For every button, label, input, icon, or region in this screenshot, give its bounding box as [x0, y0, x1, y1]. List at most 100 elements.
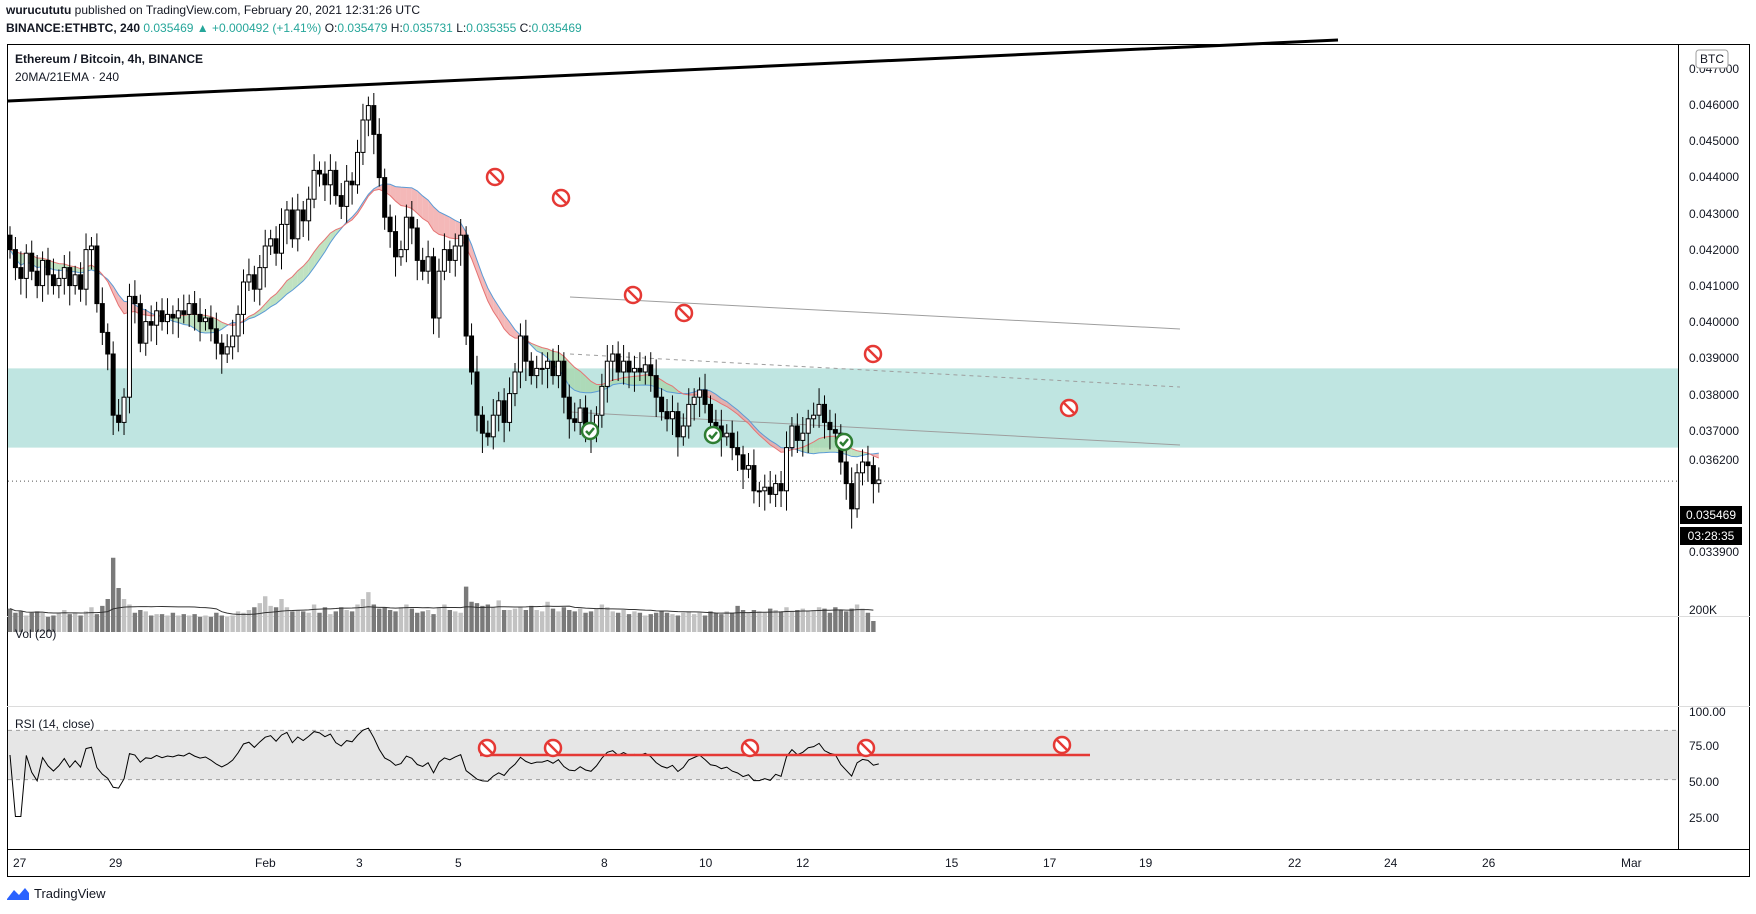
- price-tick-label: 0.045000: [1689, 134, 1739, 148]
- volume-bar: [729, 612, 735, 632]
- ma-ribbon-segment: [547, 348, 553, 365]
- ma-ribbon-segment: [775, 443, 782, 453]
- ma-ribbon-segment: [574, 367, 581, 393]
- volume-ma-line: [9, 605, 874, 615]
- candle-body: [295, 209, 301, 240]
- volume-bar: [860, 608, 865, 632]
- candle-body: [528, 360, 534, 377]
- ma-ribbon-segment: [569, 361, 575, 391]
- candle-body: [50, 274, 56, 287]
- volume-bar: [626, 614, 632, 632]
- volume-bar: [453, 611, 458, 632]
- ma-ribbon-segment: [400, 187, 407, 207]
- price-tick-label: 0.043000: [1689, 207, 1739, 221]
- volume-bar: [561, 607, 567, 632]
- candle-body: [534, 367, 540, 377]
- volume-bar: [605, 607, 610, 632]
- ma-ribbon-segment: [862, 451, 868, 456]
- ma-ribbon-segment: [444, 214, 450, 239]
- volume-tick-label: 200K: [1689, 603, 1717, 617]
- ma-ribbon-segment: [395, 186, 401, 206]
- candle-body: [78, 274, 84, 290]
- volume-bar: [382, 607, 387, 632]
- price-tick-label: 0.042000: [1689, 243, 1739, 257]
- candle-body: [360, 119, 366, 153]
- high-label: H:: [390, 21, 403, 35]
- volume-bar: [13, 612, 18, 632]
- volume-bar: [366, 592, 371, 632]
- publish-text: published on TradingView.com, February 2…: [74, 3, 420, 17]
- candle-body: [642, 364, 648, 373]
- candle-body: [192, 303, 198, 315]
- candle-body: [420, 259, 426, 272]
- volume-bar: [257, 603, 262, 632]
- price-tick-label: 0.044000: [1689, 170, 1739, 184]
- ma-ribbon-segment: [145, 310, 152, 316]
- candle-body: [485, 432, 491, 438]
- volume-bar: [811, 610, 816, 632]
- volume-bar: [550, 608, 556, 632]
- ma-ribbon-segment: [498, 306, 505, 329]
- volume-bar: [349, 611, 355, 632]
- author-name[interactable]: wurucututu: [6, 3, 72, 17]
- volume-bar: [252, 607, 257, 632]
- countdown-tag: 03:28:35: [1688, 529, 1735, 543]
- volume-bar: [762, 612, 767, 632]
- candle-body: [425, 256, 431, 272]
- volume-bar: [615, 612, 621, 632]
- volume-bar: [328, 614, 333, 632]
- volume-bar: [290, 611, 295, 632]
- volume-bar: [795, 610, 800, 632]
- candle-body: [164, 313, 170, 323]
- volume-bar: [447, 610, 453, 632]
- candle-body: [67, 267, 73, 287]
- candle-body: [414, 227, 420, 261]
- candle-body: [23, 252, 29, 279]
- candle-body: [29, 252, 35, 272]
- volume-bar: [148, 615, 154, 632]
- candle-body: [208, 317, 214, 330]
- ma-ribbon-segment: [764, 436, 771, 445]
- candle-body: [805, 418, 811, 434]
- volume-bar: [333, 611, 338, 632]
- candle-body: [300, 209, 306, 222]
- candle-body: [604, 360, 610, 387]
- volume-bar: [110, 557, 116, 632]
- price-tick-label: 0.040000: [1689, 315, 1739, 329]
- candle-body: [45, 259, 51, 276]
- volume-bar: [539, 611, 545, 632]
- volume-bar: [675, 615, 681, 632]
- volume-bar: [686, 611, 691, 632]
- candle-body: [713, 421, 719, 427]
- ma-ribbon-segment: [411, 187, 418, 214]
- footer-brand[interactable]: TradingView: [6, 886, 106, 901]
- candle-body: [246, 274, 252, 283]
- candle-body: [686, 403, 692, 427]
- candles-group[interactable]: [7, 93, 882, 529]
- volume-bar: [463, 586, 469, 632]
- ma-ribbon-segment: [248, 313, 255, 319]
- candle-body: [40, 259, 46, 287]
- ma-ribbon-segment: [455, 220, 461, 239]
- candle-body: [832, 429, 838, 434]
- rsi-rejection-slash-5: [1055, 738, 1069, 752]
- ma-ribbon-segment: [417, 190, 423, 219]
- volume-bar: [371, 604, 377, 632]
- volume-bar: [89, 607, 94, 632]
- ma-ribbon-segment: [319, 239, 325, 260]
- volume-bar: [67, 614, 72, 632]
- volume-bar: [664, 612, 670, 632]
- volume-bar: [393, 611, 398, 632]
- candle-body: [447, 249, 453, 261]
- candle-body: [83, 249, 89, 290]
- candle-body: [376, 133, 382, 179]
- volume-bar: [230, 615, 235, 632]
- candle-body: [860, 461, 866, 474]
- volume-bar: [34, 611, 40, 632]
- candle-body: [545, 360, 551, 369]
- volume-bar: [806, 611, 811, 632]
- ma-ribbon-segment: [829, 436, 836, 453]
- rsi-rejection-slash-1: [480, 741, 494, 755]
- candle-body: [724, 432, 730, 438]
